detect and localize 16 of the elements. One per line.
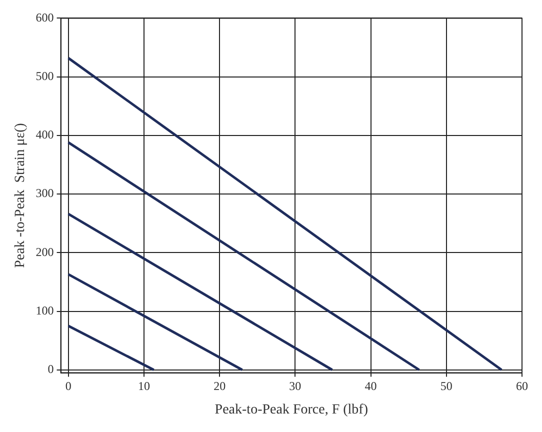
- y-tick-label: 400: [36, 128, 54, 142]
- y-tick-label: 200: [36, 244, 54, 259]
- x-tick-label: 60: [516, 379, 528, 394]
- y-tick-label: 500: [36, 68, 54, 83]
- x-tick-label: 20: [214, 379, 226, 394]
- x-tick-label: 50: [440, 379, 452, 394]
- y-tick-label: 0: [48, 362, 54, 376]
- x-tick-label: 0: [65, 379, 72, 394]
- x-axis-title: Peak-to-Peak Force, F (lbf): [214, 402, 368, 418]
- x-tick-label: 10: [138, 379, 150, 394]
- y-tick-label: 100: [36, 303, 54, 318]
- x-tick-label: 30: [289, 379, 302, 394]
- y-tick-label: 600: [36, 10, 54, 24]
- y-tick-label: 300: [36, 186, 54, 200]
- x-tick-label: 40: [364, 379, 377, 394]
- y-axis-title: Peak -to-Peak Strain με(): [13, 122, 28, 268]
